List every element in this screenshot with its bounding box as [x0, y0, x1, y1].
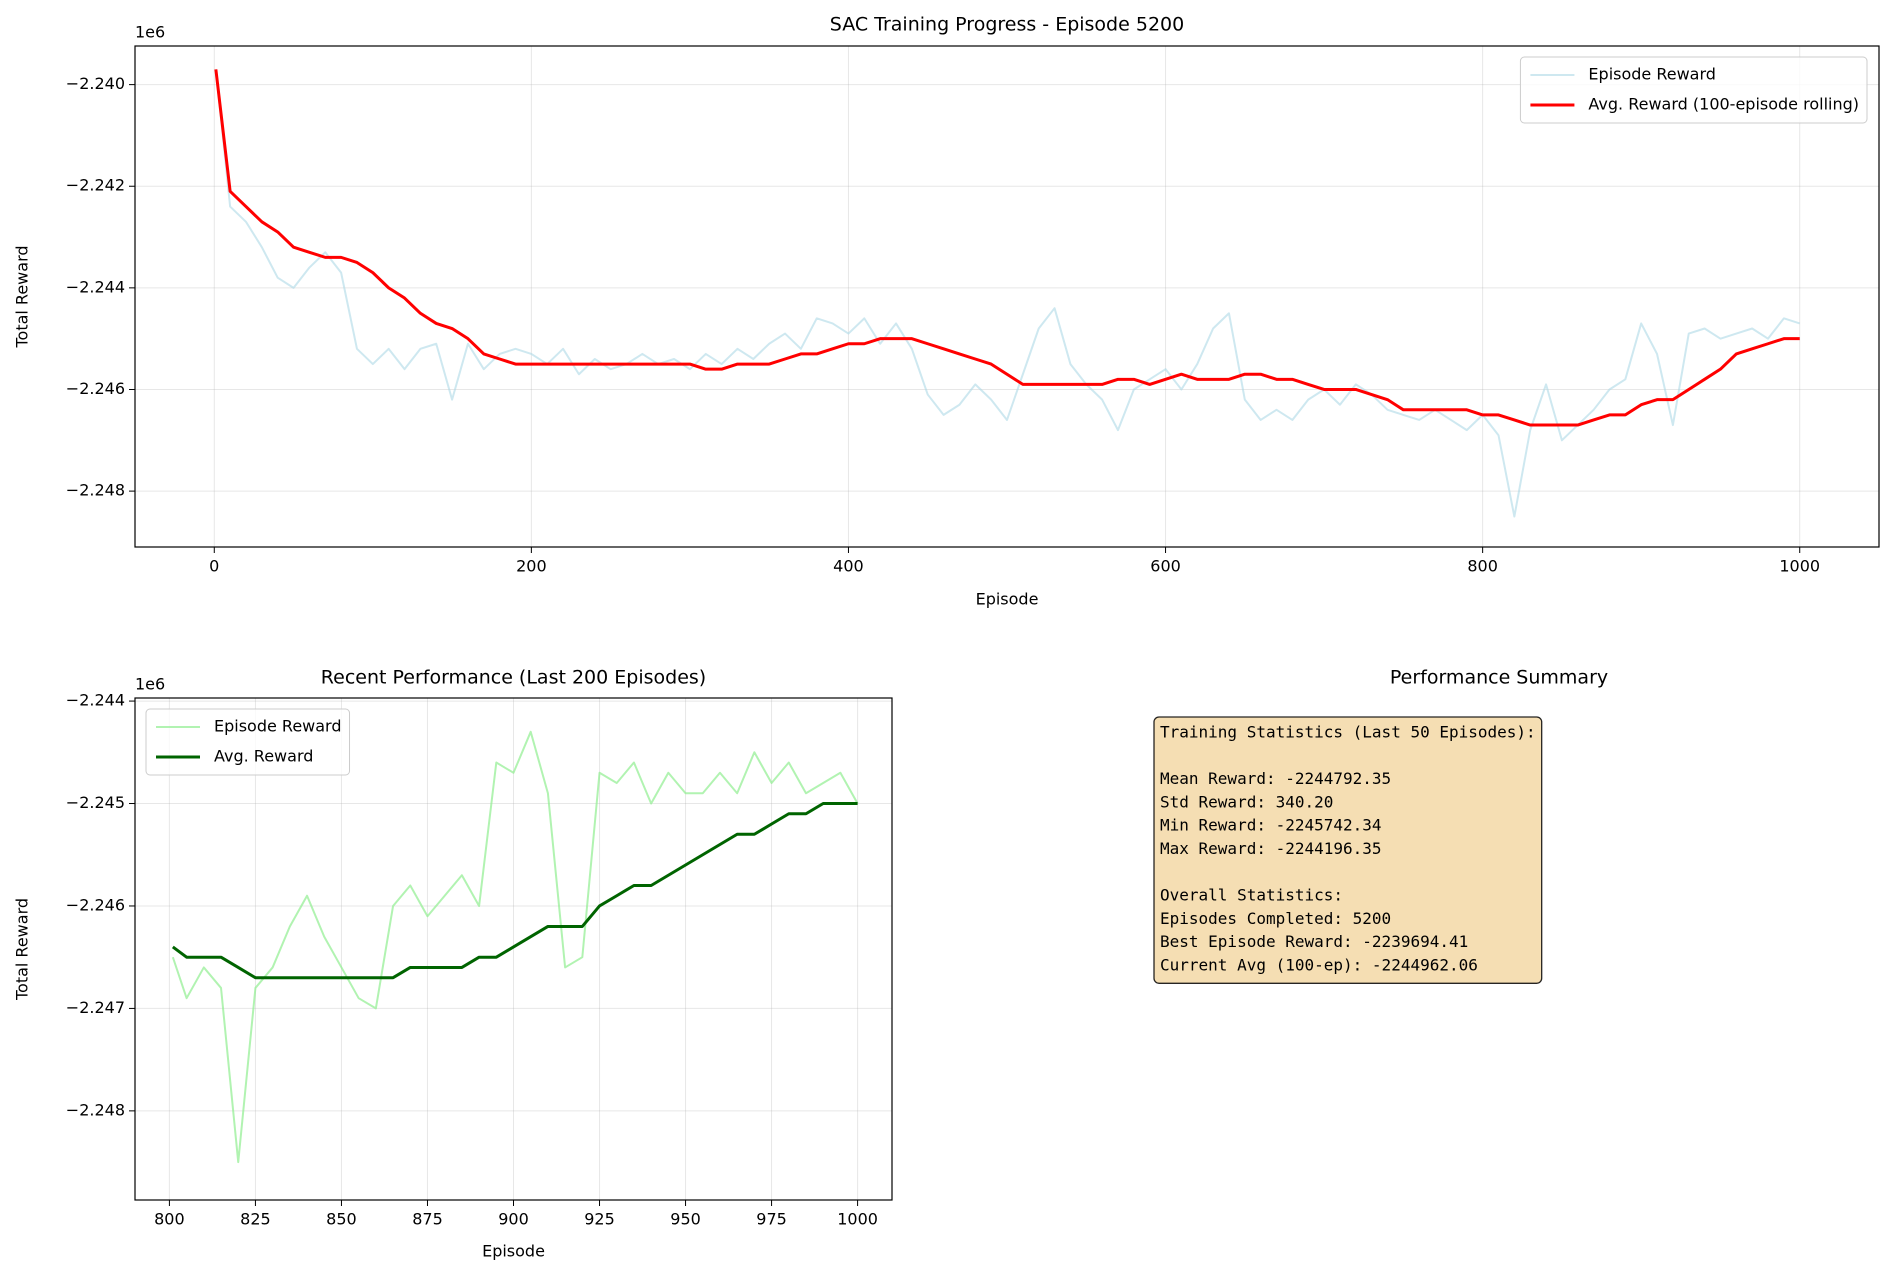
- summary-line: Overall Statistics:: [1160, 886, 1343, 905]
- x-tick-label: 850: [326, 1210, 357, 1229]
- summary-line: Best Episode Reward: -2239694.41: [1160, 932, 1468, 951]
- y-tick-label: −2.245: [66, 793, 125, 812]
- summary-title: Performance Summary: [1390, 667, 1608, 689]
- y-tick-label: −2.248: [66, 481, 125, 500]
- summary-line: Min Reward: -2245742.34: [1160, 816, 1382, 835]
- legend: Episode Reward Avg. Reward (100-episode r…: [1519, 56, 1868, 124]
- legend: Episode Reward Avg. Reward: [145, 708, 351, 776]
- axis-offset: 1e6: [135, 675, 165, 694]
- y-tick-label: −2.244: [66, 691, 125, 710]
- x-tick-label: 800: [154, 1210, 185, 1229]
- legend-label: Avg. Reward: [214, 747, 313, 766]
- x-tick-label: 825: [240, 1210, 271, 1229]
- x-tick-label: 800: [1467, 557, 1498, 576]
- summary-box: [1153, 716, 1543, 984]
- x-tick-label: 1000: [837, 1210, 878, 1229]
- series-line: [214, 69, 1800, 427]
- y-tick-label: −2.247: [66, 998, 125, 1017]
- chart-title: Recent Performance (Last 200 Episodes): [321, 667, 706, 689]
- axis-offset: 1e6: [135, 23, 165, 42]
- summary-line: Max Reward: -2244196.35: [1160, 839, 1382, 858]
- x-axis-label: Episode: [976, 590, 1039, 609]
- y-tick-label: −2.240: [66, 74, 125, 93]
- legend-box: [1519, 56, 1868, 124]
- legend-label: Episode Reward: [1588, 65, 1716, 84]
- x-tick-label: 875: [412, 1210, 443, 1229]
- y-axis-label: Total Reward: [13, 245, 32, 348]
- y-tick-label: −2.246: [66, 379, 125, 398]
- summary-line: Current Avg (100-ep): -2244962.06: [1160, 956, 1478, 975]
- x-tick-label: 1000: [1779, 557, 1820, 576]
- axes-frame: [134, 45, 1880, 548]
- x-tick-label: 925: [584, 1210, 615, 1229]
- summary-line: Std Reward: 340.20: [1160, 792, 1333, 811]
- summary-line: Episodes Completed: 5200: [1160, 909, 1391, 928]
- series-line: [171, 802, 858, 980]
- x-tick-label: 0: [209, 557, 219, 576]
- legend-label: Episode Reward: [214, 717, 342, 736]
- y-axis-label: Total Reward: [13, 898, 32, 1001]
- x-tick-label: 200: [516, 557, 547, 576]
- chart-title: SAC Training Progress - Episode 5200: [830, 14, 1184, 36]
- series-line: [171, 730, 859, 1164]
- x-tick-label: 900: [498, 1210, 529, 1229]
- x-tick-label: 400: [833, 557, 864, 576]
- y-tick-label: −2.246: [66, 895, 125, 914]
- summary-line: Training Statistics (Last 50 Episodes):: [1160, 723, 1536, 742]
- legend-label: Avg. Reward (100-episode rolling): [1588, 95, 1859, 114]
- x-tick-label: 975: [756, 1210, 787, 1229]
- series-line: [214, 69, 1801, 518]
- axes-frame: [134, 697, 893, 1201]
- x-axis-label: Episode: [482, 1242, 545, 1261]
- y-tick-label: −2.248: [66, 1100, 125, 1119]
- summary-line: Mean Reward: -2244792.35: [1160, 769, 1391, 788]
- y-tick-label: −2.242: [66, 176, 125, 195]
- x-tick-label: 600: [1150, 557, 1181, 576]
- y-tick-label: −2.244: [66, 277, 125, 296]
- x-tick-label: 950: [670, 1210, 701, 1229]
